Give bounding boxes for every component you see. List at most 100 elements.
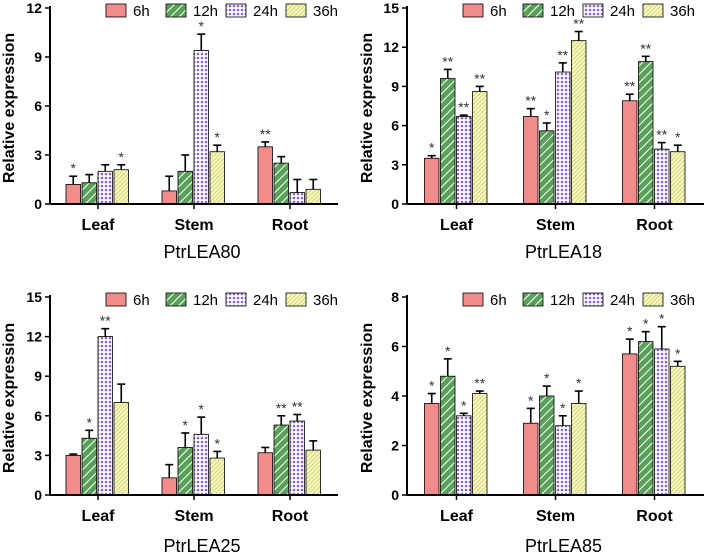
legend-swatch-6h [105,292,127,307]
y-axis-label: Relative expression [359,323,376,473]
legend-swatch-24h [582,292,604,307]
legend-swatch-24h [225,3,247,18]
significance-mark: * [183,417,189,433]
significance-mark: * [199,18,205,34]
significance-mark: * [560,400,566,416]
legend-swatch-12h [165,292,187,307]
significance-mark: * [461,397,467,413]
bar-ptrlea25-root-36h [305,449,321,496]
bar-ptrlea18-root-12h [638,61,654,205]
significance-mark: * [429,378,435,394]
bar-ptrlea80-root-6h [257,146,273,205]
y-tick-label: 8 [391,289,399,305]
y-tick-label: 0 [391,196,399,212]
bar-ptrlea80-leaf-12h [81,182,97,205]
legend-label-24h: 24h [610,3,635,20]
legend-label-12h: 12h [193,3,218,20]
bar-ptrlea80-leaf-6h [65,183,81,205]
chart-title-ptrlea85: PtrLEA85 [525,536,602,555]
bar-ptrlea85-root-36h [670,365,686,496]
y-axis-label: Relative expression [1,323,18,473]
bar-ptrlea80-root-12h [273,162,289,205]
significance-mark: ** [624,78,635,94]
bar-ptrlea85-stem-36h [571,403,587,496]
y-axis-label: Relative expression [1,33,18,183]
bar-ptrlea85-root-12h [638,341,654,496]
bar-ptrlea18-stem-36h [571,40,587,205]
chart-title-ptrlea18: PtrLEA18 [525,242,602,262]
bar-ptrlea18-leaf-12h [440,78,456,205]
legend-label-6h: 6h [490,3,507,20]
bar-ptrlea80-leaf-24h [97,170,113,205]
significance-mark: * [215,129,221,145]
y-tick-label: 6 [34,98,42,114]
bar-ptrlea25-root-6h [257,452,273,496]
bar-ptrlea18-root-6h [622,100,638,205]
legend-swatch-12h [522,3,544,18]
legend-swatch-6h [462,3,484,18]
legend-label-24h: 24h [610,292,635,309]
legend-swatch-6h [105,3,127,18]
bar-ptrlea25-leaf-12h [81,437,97,496]
x-tick-label-stem: Stem [174,508,213,525]
legend-label-12h: 12h [550,292,575,309]
bar-ptrlea85-leaf-6h [424,403,440,496]
bar-ptrlea85-leaf-12h [440,375,456,496]
legend-label-36h: 36h [313,3,338,20]
significance-mark: ** [276,400,287,416]
bar-ptrlea25-root-12h [273,424,289,496]
significance-mark: * [199,401,205,417]
legend-swatch-12h [522,292,544,307]
x-tick-label-stem: Stem [174,217,213,234]
bar-ptrlea25-stem-24h [193,433,209,496]
x-tick-label-root: Root [272,508,309,525]
significance-mark: * [87,414,93,430]
legend-swatch-36h [285,292,307,307]
legend-swatch-6h [462,292,484,307]
legend-label-6h: 6h [133,3,150,20]
bar-ptrlea25-leaf-6h [65,454,81,496]
legend-label-36h: 36h [670,3,695,20]
bar-ptrlea18-root-36h [670,151,686,205]
legend-label-6h: 6h [490,292,507,309]
y-tick-label: 0 [34,196,42,212]
x-tick-label-root: Root [636,217,673,234]
legend-label-36h: 36h [670,292,695,309]
bar-ptrlea25-stem-12h [177,447,193,496]
bar-ptrlea80-root-36h [305,188,321,205]
bar-ptrlea18-leaf-36h [472,91,488,205]
legend-label-12h: 12h [193,292,218,309]
legend-swatch-24h [582,3,604,18]
bar-ptrlea80-leaf-36h [113,169,129,205]
bar-ptrlea18-leaf-24h [456,116,472,205]
significance-mark: * [119,149,125,165]
chart-title-ptrlea25: PtrLEA25 [163,536,240,555]
bar-ptrlea80-stem-36h [209,151,225,205]
y-tick-label: 12 [26,329,42,345]
significance-mark: ** [557,47,568,63]
bar-ptrlea80-stem-24h [193,50,209,205]
y-axis-label: Relative expression [359,33,376,183]
x-tick-label-leaf: Leaf [82,217,116,234]
significance-mark: * [675,345,681,361]
x-tick-label-stem: Stem [536,217,575,234]
significance-mark: ** [442,53,453,69]
x-tick-label-stem: Stem [536,508,575,525]
bar-ptrlea85-stem-24h [555,425,571,496]
y-tick-label: 12 [383,39,399,55]
bar-ptrlea85-leaf-36h [472,393,488,496]
bar-ptrlea85-stem-6h [523,422,539,496]
significance-mark: * [215,435,221,451]
bar-ptrlea25-root-24h [289,420,305,496]
x-tick-label-root: Root [272,217,309,234]
chart-title-ptrlea80: PtrLEA80 [163,242,240,262]
legend-swatch-36h [285,3,307,18]
legend-swatch-12h [165,3,187,18]
y-tick-label: 9 [34,368,42,384]
legend-label-36h: 36h [313,292,338,309]
y-tick-label: 6 [391,118,399,134]
